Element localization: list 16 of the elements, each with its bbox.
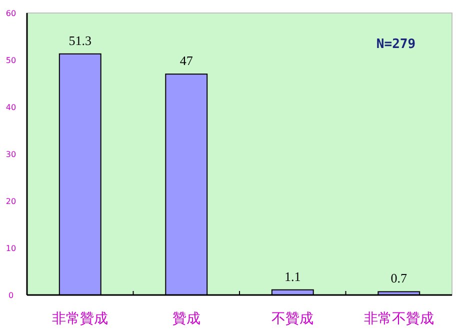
y-tick-label: 10 — [6, 244, 16, 253]
y-tick-label: 0 — [8, 291, 14, 300]
data-label: 0.7 — [390, 270, 408, 286]
x-tick-label: 不贊成 — [272, 310, 314, 326]
y-tick-label: 50 — [6, 56, 16, 65]
x-tick-label: 贊成 — [172, 310, 200, 326]
data-label: 47 — [180, 53, 194, 68]
x-tick-label: 非常贊成 — [52, 310, 108, 326]
x-tick-label: 非常不贊成 — [364, 310, 434, 326]
y-tick-label: 60 — [6, 9, 16, 18]
y-tick-label: 40 — [6, 103, 16, 112]
data-label: 51.3 — [68, 32, 92, 48]
annotation: N=279 — [376, 37, 416, 52]
data-label: 1.1 — [284, 268, 301, 284]
y-tick-label: 30 — [6, 150, 16, 159]
y-tick-label: 20 — [6, 197, 16, 206]
